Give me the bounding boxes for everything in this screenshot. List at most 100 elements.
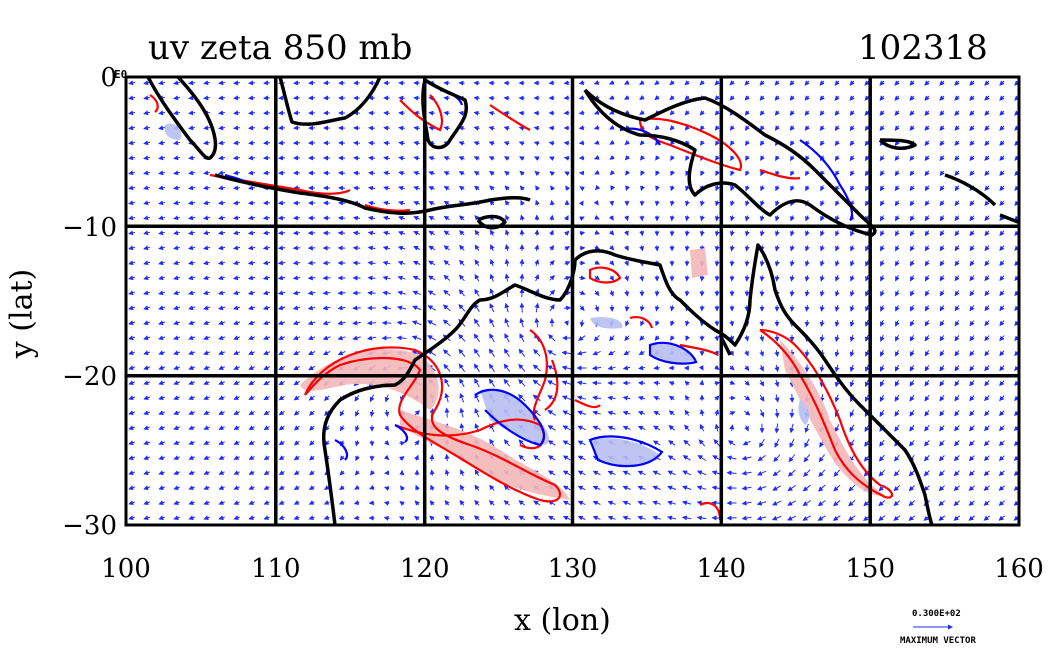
wind-vector: [322, 305, 331, 311]
wind-vector: [804, 275, 810, 282]
positive-contour: [699, 502, 722, 521]
wind-vector: [534, 244, 540, 251]
wind-vector: [939, 125, 945, 131]
wind-vector: [579, 275, 586, 281]
wind-vector: [188, 380, 195, 385]
wind-vector: [772, 469, 781, 477]
wind-vector: [173, 440, 180, 445]
wind-vector: [399, 501, 405, 506]
wind-vector: [577, 410, 586, 416]
wind-vector: [819, 260, 825, 267]
wind-vector: [878, 500, 886, 507]
wind-vector: [954, 200, 960, 207]
wind-vector: [158, 515, 165, 520]
wind-vector: [759, 320, 765, 327]
wind-vector: [188, 305, 196, 311]
wind-vector: [443, 171, 450, 176]
wind-vector: [158, 275, 166, 281]
wind-vector: [879, 439, 885, 447]
wind-vector: [729, 125, 735, 131]
wind-vector: [685, 185, 690, 192]
wind-vector: [263, 380, 271, 385]
vorticity-fill: [164, 123, 885, 500]
wind-vector: [594, 169, 600, 175]
wind-vector: [428, 155, 435, 161]
wind-vector: [564, 275, 571, 281]
wind-vector: [923, 455, 930, 462]
wind-vector: [698, 439, 706, 447]
wind-vector: [637, 395, 646, 401]
wind-vector: [533, 141, 540, 146]
wind-vector: [652, 470, 661, 476]
wind-vector: [745, 155, 750, 162]
positive-contour: [638, 117, 743, 172]
wind-vector: [473, 515, 480, 521]
wind-vector: [488, 141, 495, 146]
wind-vector: [954, 80, 960, 86]
wind-vector: [637, 515, 646, 521]
wind-vector: [218, 470, 225, 475]
wind-vector: [954, 320, 960, 327]
wind-vector: [188, 125, 195, 131]
wind-vector: [879, 125, 885, 131]
wind-vector-field: [128, 80, 1019, 522]
wind-vector: [547, 455, 556, 461]
wind-vector: [592, 395, 602, 401]
wind-vector: [714, 215, 720, 222]
wind-vector: [909, 230, 915, 237]
wind-vector: [715, 185, 720, 192]
wind-vector: [774, 379, 780, 388]
wind-vector: [924, 260, 930, 267]
wind-vector: [278, 470, 285, 475]
wind-vector: [729, 80, 735, 86]
legend-max-vector-label: MAXIMUM VECTOR: [900, 636, 976, 646]
wind-vector: [849, 140, 855, 147]
positive-contour: [574, 399, 601, 409]
wind-vector: [894, 170, 900, 177]
wind-vector: [548, 334, 556, 342]
negative-vorticity-region: [650, 343, 695, 363]
wind-vector: [278, 365, 286, 370]
wind-vector: [668, 440, 676, 446]
wind-vector: [682, 470, 692, 476]
wind-vector: [563, 155, 570, 161]
wind-vector: [188, 515, 195, 520]
wind-vector: [968, 515, 976, 521]
wind-vector: [789, 275, 795, 282]
wind-vector: [684, 320, 690, 327]
wind-vector: [307, 275, 316, 281]
wind-vector: [413, 246, 421, 251]
wind-vector: [519, 214, 525, 221]
wind-vector: [594, 290, 600, 297]
wind-vector: [622, 470, 631, 476]
wind-vector: [173, 485, 180, 490]
wind-vector: [158, 170, 166, 176]
wind-vector: [790, 155, 795, 162]
wind-vector: [233, 500, 240, 505]
wind-vector: [534, 317, 540, 328]
wind-vector: [488, 95, 495, 101]
wind-vector: [880, 230, 885, 237]
wind-vector: [879, 95, 885, 101]
wind-vector: [592, 485, 601, 491]
wind-vector: [503, 156, 510, 161]
wind-vector: [262, 305, 271, 311]
wind-vector: [895, 349, 900, 357]
wind-vector: [729, 260, 735, 267]
positive-contour: [588, 266, 622, 284]
wind-vector: [984, 245, 990, 252]
wind-vector: [939, 335, 945, 342]
wind-vector: [428, 260, 436, 266]
wind-vector: [278, 380, 285, 386]
wind-vector: [954, 305, 960, 312]
wind-vector: [669, 110, 675, 116]
wind-vector: [909, 334, 915, 342]
wind-vector: [775, 155, 780, 162]
wind-vector: [442, 319, 451, 327]
wind-vector: [894, 364, 900, 372]
wind-vector: [533, 348, 541, 357]
wind-vector: [428, 216, 435, 221]
wind-vector: [397, 230, 406, 236]
wind-vector: [549, 199, 555, 206]
wind-vector: [188, 215, 196, 221]
